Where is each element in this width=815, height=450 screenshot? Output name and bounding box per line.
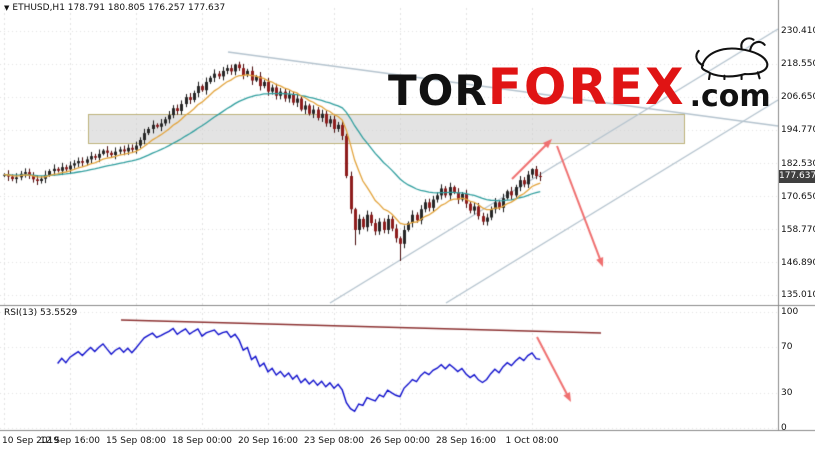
time-axis-label: 20 Sep 16:00 [237,436,299,446]
time-axis-label: 15 Sep 08:00 [105,436,167,446]
rsi-axis-label: 0 [781,423,787,433]
time-axis-label: 18 Sep 00:00 [171,436,233,446]
symbol-dropdown-icon[interactable]: ▼ [4,3,10,12]
price-axis-label: 158.770 [781,225,815,235]
bull-bear-icon [694,37,768,80]
logo-forex: FOREX [487,58,686,116]
price-axis-label: 230.410 [781,26,815,36]
rsi-axis-label: 30 [781,388,793,398]
time-axis-label: 12 Sep 16:00 [39,436,101,446]
time-axis-label: 1 Oct 08:00 [505,436,559,446]
time-axis-label: 23 Sep 08:00 [303,436,365,446]
current-price-badge: 177.637 [779,170,815,183]
price-axis-label: 182.530 [781,159,815,169]
price-axis-label: 218.550 [781,59,815,69]
rsi-axis-label: 70 [781,342,793,352]
price-axis-label: 146.890 [781,258,815,268]
price-axis-label: 206.650 [781,92,815,102]
price-axis-label: 194.770 [781,125,815,135]
logo-com: .com [689,79,771,114]
rsi-indicator-label: RSI(13) 53.5529 [4,308,78,318]
chart-title-bar: ▼ ETHUSD,H1 178.791 180.805 176.257 177.… [4,3,225,13]
time-axis-label: 26 Sep 00:00 [369,436,431,446]
logo: TOR FOREX .com [388,32,776,112]
logo-tor: TOR [388,66,488,115]
price-axis-label: 170.650 [781,192,815,202]
time-axis-label: 28 Sep 16:00 [435,436,497,446]
price-axis-label: 135.010 [781,290,815,300]
rsi-axis-label: 100 [781,307,799,317]
time-axis-label: 10 Sep 2019 [2,436,60,446]
chart-title: ETHUSD,H1 178.791 180.805 176.257 177.63… [12,3,226,13]
